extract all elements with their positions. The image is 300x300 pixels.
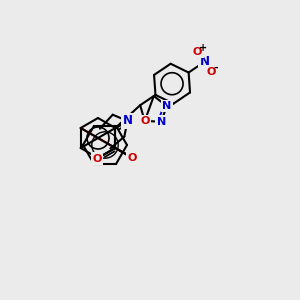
Text: -: - — [214, 63, 218, 73]
Text: O: O — [92, 154, 102, 164]
Text: N: N — [122, 115, 132, 128]
Text: N: N — [157, 117, 166, 127]
Text: O: O — [193, 47, 202, 57]
Text: O: O — [140, 116, 149, 126]
Text: N: N — [200, 56, 209, 68]
Text: O: O — [206, 67, 216, 77]
Text: +: + — [199, 43, 207, 53]
Text: O: O — [128, 153, 137, 163]
Text: N: N — [162, 101, 171, 111]
